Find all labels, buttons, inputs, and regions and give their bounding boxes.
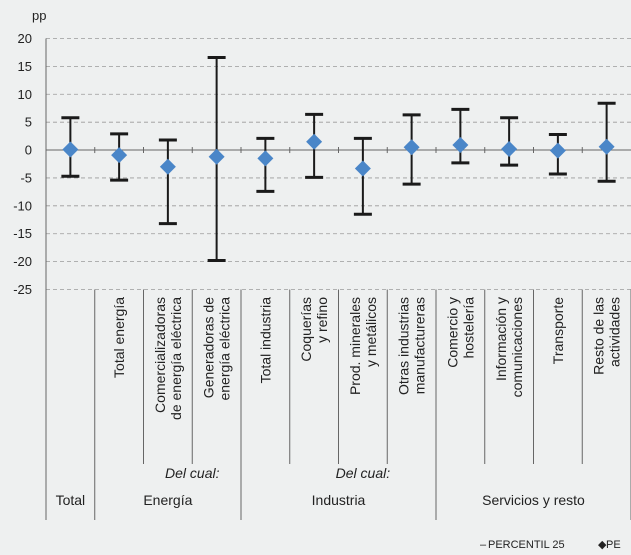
category-label-line: manufactureras — [412, 297, 428, 394]
pe-point — [354, 160, 371, 177]
category-label: Generadoras de energía eléctrica — [201, 297, 233, 401]
category-label-line: Transporte — [550, 297, 566, 364]
category-label: Resto de las actividades — [591, 297, 623, 375]
pe-point — [208, 148, 225, 165]
y-axis-ticks: 20 15 10 5 0 -5 -10 -15 -20 -25 — [13, 31, 32, 297]
category-label: Otras industrias manufactureras — [396, 297, 428, 395]
pe-point — [111, 147, 128, 164]
category-label: Total industria — [257, 297, 273, 384]
legend-marker: – — [480, 539, 487, 551]
category-label: Transporte — [550, 297, 566, 364]
chart-marks — [61, 55, 616, 262]
y-tick-label: -10 — [13, 198, 32, 213]
group-label: Total — [56, 492, 86, 508]
pe-point — [501, 140, 518, 157]
category-label: Comercio y hostelería — [444, 297, 476, 368]
y-tick-label: 5 — [25, 115, 32, 130]
category-label: Prod. minerales y metálicos — [347, 297, 379, 395]
category-label-line: Comercio y — [444, 297, 460, 368]
category-label: Comercializadoras de energía eléctrica — [152, 297, 184, 420]
category-label-line: Total industria — [257, 297, 273, 384]
category-label-line: Generadoras de — [201, 297, 217, 398]
pe-point — [306, 133, 323, 150]
y-tick-label: 15 — [18, 59, 32, 74]
y-axis-label: pp — [32, 8, 46, 23]
y-tick-label: -5 — [20, 170, 32, 185]
legend-item: – PERCENTIL 25 — [480, 539, 565, 551]
pe-point — [403, 139, 420, 156]
legend-marker: ◆ — [598, 539, 607, 551]
category-label-line: Resto de las — [591, 297, 607, 375]
category-label-line: actividades — [607, 297, 623, 367]
group-sublabel: Del cual: — [336, 465, 391, 481]
group-sublabel: Del cual: — [165, 465, 220, 481]
category-label-line: Información y — [493, 297, 509, 381]
category-label-line: y refino — [314, 297, 330, 343]
category-label-line: comunicaciones — [509, 297, 525, 397]
legend-item: ◆ PE — [598, 539, 621, 551]
category-label-line: y metálicos — [363, 297, 379, 367]
grid-lines — [45, 38, 631, 290]
category-label-line: Comercializadoras — [152, 297, 168, 413]
group-label: Servicios y resto — [482, 492, 585, 508]
y-tick-label: 10 — [18, 87, 32, 102]
pe-point — [159, 158, 176, 175]
legend: – PERCENTIL 25 ◆ PE — [480, 539, 621, 551]
y-tick-label: -25 — [13, 282, 32, 297]
category-label: Total energía — [111, 297, 127, 378]
category-label-line: hostelería — [460, 297, 476, 359]
category-table: Total energía Comercializadoras de energía… — [45, 289, 631, 520]
category-label-line: de energía eléctrica — [168, 297, 184, 420]
legend-label: PE — [606, 539, 621, 551]
y-tick-label: 0 — [25, 143, 32, 158]
category-label-line: Otras industrias — [396, 297, 412, 395]
category-label-line: Total energía — [111, 297, 127, 378]
y-tick-label: -15 — [13, 226, 32, 241]
category-label: Información y comunicaciones — [493, 297, 525, 397]
category-label-line: energía eléctrica — [217, 297, 233, 401]
pe-point — [549, 142, 566, 159]
pe-point — [598, 138, 615, 155]
legend-label: PERCENTIL 25 — [488, 539, 565, 551]
category-label: Coquerías y refino — [298, 297, 330, 362]
group-label: Industria — [312, 492, 366, 508]
group-label: Energía — [143, 492, 192, 508]
category-label-line: Prod. minerales — [347, 297, 363, 395]
pe-point — [62, 141, 79, 158]
category-label-line: Coquerías — [298, 297, 314, 362]
pe-point — [257, 150, 274, 167]
y-tick-label: 20 — [18, 31, 32, 46]
pe-point — [452, 137, 469, 154]
y-tick-label: -20 — [13, 254, 32, 269]
